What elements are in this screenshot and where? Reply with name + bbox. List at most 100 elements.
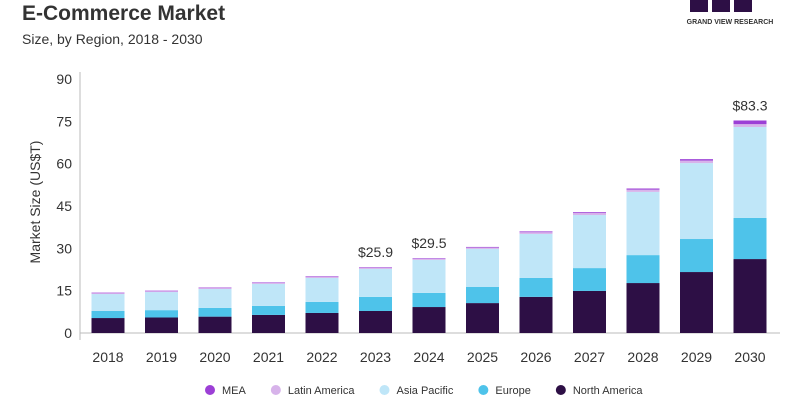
y-tick-label: 60 xyxy=(56,156,72,172)
logo: GRAND VIEW RESEARCH xyxy=(687,0,774,26)
legend-swatch xyxy=(555,385,566,395)
bar-segment xyxy=(573,268,606,291)
bar-segment xyxy=(573,215,606,269)
bar-segment xyxy=(359,310,392,333)
bar-segment xyxy=(733,217,767,260)
annotation: $25.9 xyxy=(358,244,393,260)
bar-segment xyxy=(198,288,232,289)
bar-segment xyxy=(519,232,553,234)
bar-segment xyxy=(733,124,767,127)
x-tick-label: 2025 xyxy=(467,349,498,365)
bar-segment xyxy=(252,283,285,284)
bar-segment xyxy=(626,283,660,333)
bar-segment xyxy=(680,160,713,164)
bar-segment xyxy=(680,159,713,161)
x-tick-label: 2029 xyxy=(681,349,712,365)
bar-segment xyxy=(91,310,125,319)
bar-segment xyxy=(198,287,232,289)
bar-segment xyxy=(91,318,125,333)
logo-shape xyxy=(690,0,708,12)
bar-segment xyxy=(466,247,499,249)
bar-segment xyxy=(412,258,446,259)
legend-swatch xyxy=(478,385,489,395)
bar-segment xyxy=(466,246,499,248)
bar-segment xyxy=(145,292,178,311)
bar-segment xyxy=(466,286,499,304)
logo-shape xyxy=(712,0,730,12)
y-tick-label: 45 xyxy=(56,198,72,214)
bar-segment xyxy=(733,259,767,333)
bar-segment xyxy=(626,188,660,190)
bar-segment xyxy=(626,189,660,192)
bar-segment xyxy=(519,233,553,278)
bar-segment xyxy=(573,212,606,214)
bar-segment xyxy=(519,277,553,297)
bar-segment xyxy=(680,272,713,333)
y-tick-label: 15 xyxy=(56,283,72,299)
legend-swatch xyxy=(205,385,215,395)
bar-segment xyxy=(252,283,285,306)
bar-segment xyxy=(91,292,125,294)
chart-subtitle: Size, by Region, 2018 - 2030 xyxy=(22,31,203,47)
bar-segment xyxy=(252,314,285,333)
x-tick-label: 2018 xyxy=(92,349,123,365)
bar-segment xyxy=(305,276,339,278)
bar-segment xyxy=(91,294,125,311)
bar-segment xyxy=(145,310,178,318)
bar-segment xyxy=(198,307,232,317)
x-tick-label: 2026 xyxy=(520,349,551,365)
y-tick-label: 0 xyxy=(64,325,72,341)
bar-segment xyxy=(145,290,178,292)
bar-segment xyxy=(733,120,767,125)
bar-segment xyxy=(733,126,767,218)
bar-segment xyxy=(91,293,125,295)
bar-segment xyxy=(359,296,392,311)
y-axis-label: Market Size (US$T) xyxy=(27,141,43,264)
bar-segment xyxy=(412,292,446,308)
legend-label: Asia Pacific xyxy=(397,385,454,397)
bar-segment xyxy=(198,288,232,308)
bar-segment xyxy=(305,312,339,333)
bar-segment xyxy=(359,268,392,297)
bar-segment xyxy=(145,291,178,293)
logo-shape xyxy=(734,0,752,12)
bar-segment xyxy=(626,191,660,256)
bar-segment xyxy=(466,248,499,287)
x-tick-label: 2021 xyxy=(253,349,284,365)
annotation: $29.5 xyxy=(411,235,446,251)
legend-swatch xyxy=(379,385,390,395)
legend-swatch xyxy=(270,385,281,395)
bar-segment xyxy=(466,303,499,333)
annotation: $83.3 xyxy=(732,97,767,113)
bar-segment xyxy=(359,267,392,268)
x-tick-label: 2020 xyxy=(199,349,230,365)
bar-segment xyxy=(519,296,553,333)
bar-segment xyxy=(305,277,339,302)
bar-segment xyxy=(412,259,446,293)
x-tick-label: 2022 xyxy=(306,349,337,365)
bar-segment xyxy=(252,305,285,315)
bar-segment xyxy=(145,317,178,333)
legend-label: North America xyxy=(573,385,644,397)
chart-title: E-Commerce Market xyxy=(22,2,225,25)
bar-segment xyxy=(305,301,339,313)
x-tick-label: 2030 xyxy=(734,349,765,365)
bar-segment xyxy=(680,163,713,240)
x-tick-label: 2024 xyxy=(413,349,444,365)
y-tick-label: 75 xyxy=(56,113,72,129)
legend-label: MEA xyxy=(222,385,247,397)
bar-segment xyxy=(252,282,285,284)
bar-segment xyxy=(573,213,606,216)
x-tick-label: 2019 xyxy=(146,349,177,365)
bar-segment xyxy=(573,290,606,333)
bar-segment xyxy=(412,307,446,333)
y-tick-label: 30 xyxy=(56,240,72,256)
x-tick-label: 2028 xyxy=(627,349,658,365)
x-tick-label: 2023 xyxy=(360,349,391,365)
bar-segment xyxy=(359,267,392,269)
bar-segment xyxy=(519,231,553,233)
bar-segment xyxy=(198,316,232,333)
logo-text: GRAND VIEW RESEARCH xyxy=(687,19,774,26)
bar-segment xyxy=(626,255,660,284)
